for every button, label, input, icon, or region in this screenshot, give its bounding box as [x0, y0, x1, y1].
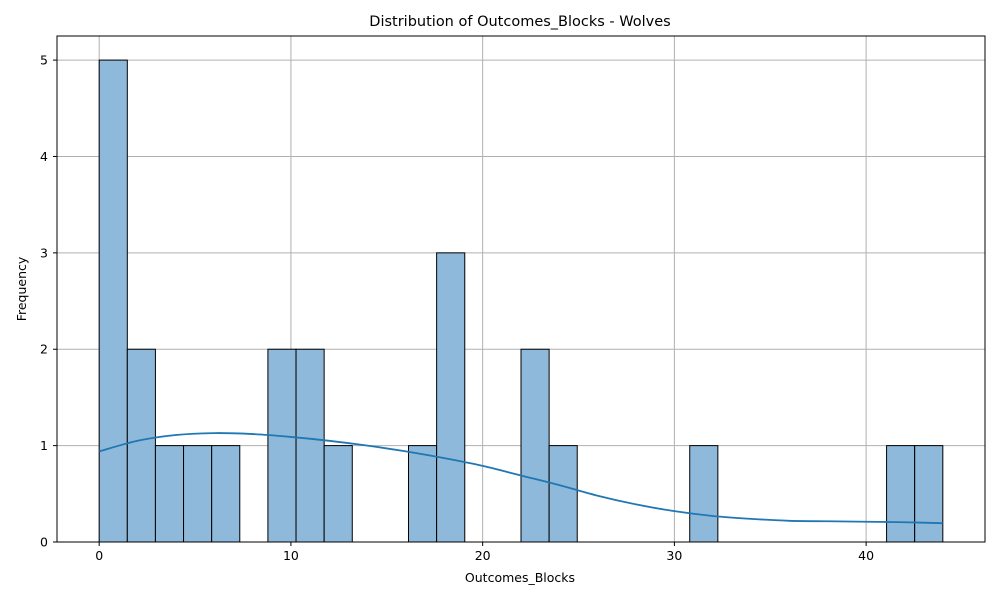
x-tick-label: 30	[666, 548, 682, 563]
histogram-bar	[408, 445, 438, 543]
histogram-bar	[98, 59, 128, 543]
x-axis-ticks: 0 10 20 30 40	[95, 542, 874, 563]
histogram-bar	[436, 252, 466, 543]
histogram-bar	[183, 445, 213, 543]
histogram-bar	[267, 348, 297, 543]
x-tick-label: 20	[475, 548, 491, 563]
y-tick-label: 5	[40, 53, 48, 68]
y-tick-label: 4	[40, 149, 48, 164]
y-tick-label: 0	[40, 535, 48, 550]
histogram-bar	[914, 445, 944, 543]
histogram-bar	[295, 348, 325, 543]
chart-title: Distribution of Outcomes_Blocks - Wolves	[369, 14, 670, 30]
histogram-bar	[689, 445, 719, 543]
y-tick-label: 3	[40, 245, 48, 260]
y-axis-ticks: 0 1 2 3 4 5	[40, 53, 57, 550]
kde-curve	[98, 432, 943, 525]
x-tick-label: 40	[858, 548, 874, 563]
histogram-bar	[520, 348, 550, 543]
x-tick-label: 10	[283, 548, 299, 563]
histogram-bar	[211, 445, 241, 543]
y-tick-label: 2	[40, 342, 48, 357]
histogram-bar	[154, 445, 185, 543]
histogram-bar	[548, 445, 578, 543]
y-axis-label: Frequency	[14, 256, 29, 321]
histogram-bar	[886, 445, 916, 543]
plot-frame	[56, 35, 986, 543]
histogram-bar	[323, 445, 353, 543]
x-axis-label: Outcomes_Blocks	[465, 570, 575, 585]
histogram-bars	[98, 59, 944, 543]
x-tick-label: 0	[95, 548, 103, 563]
histogram-bar	[126, 348, 156, 543]
y-tick-label: 1	[40, 438, 48, 453]
